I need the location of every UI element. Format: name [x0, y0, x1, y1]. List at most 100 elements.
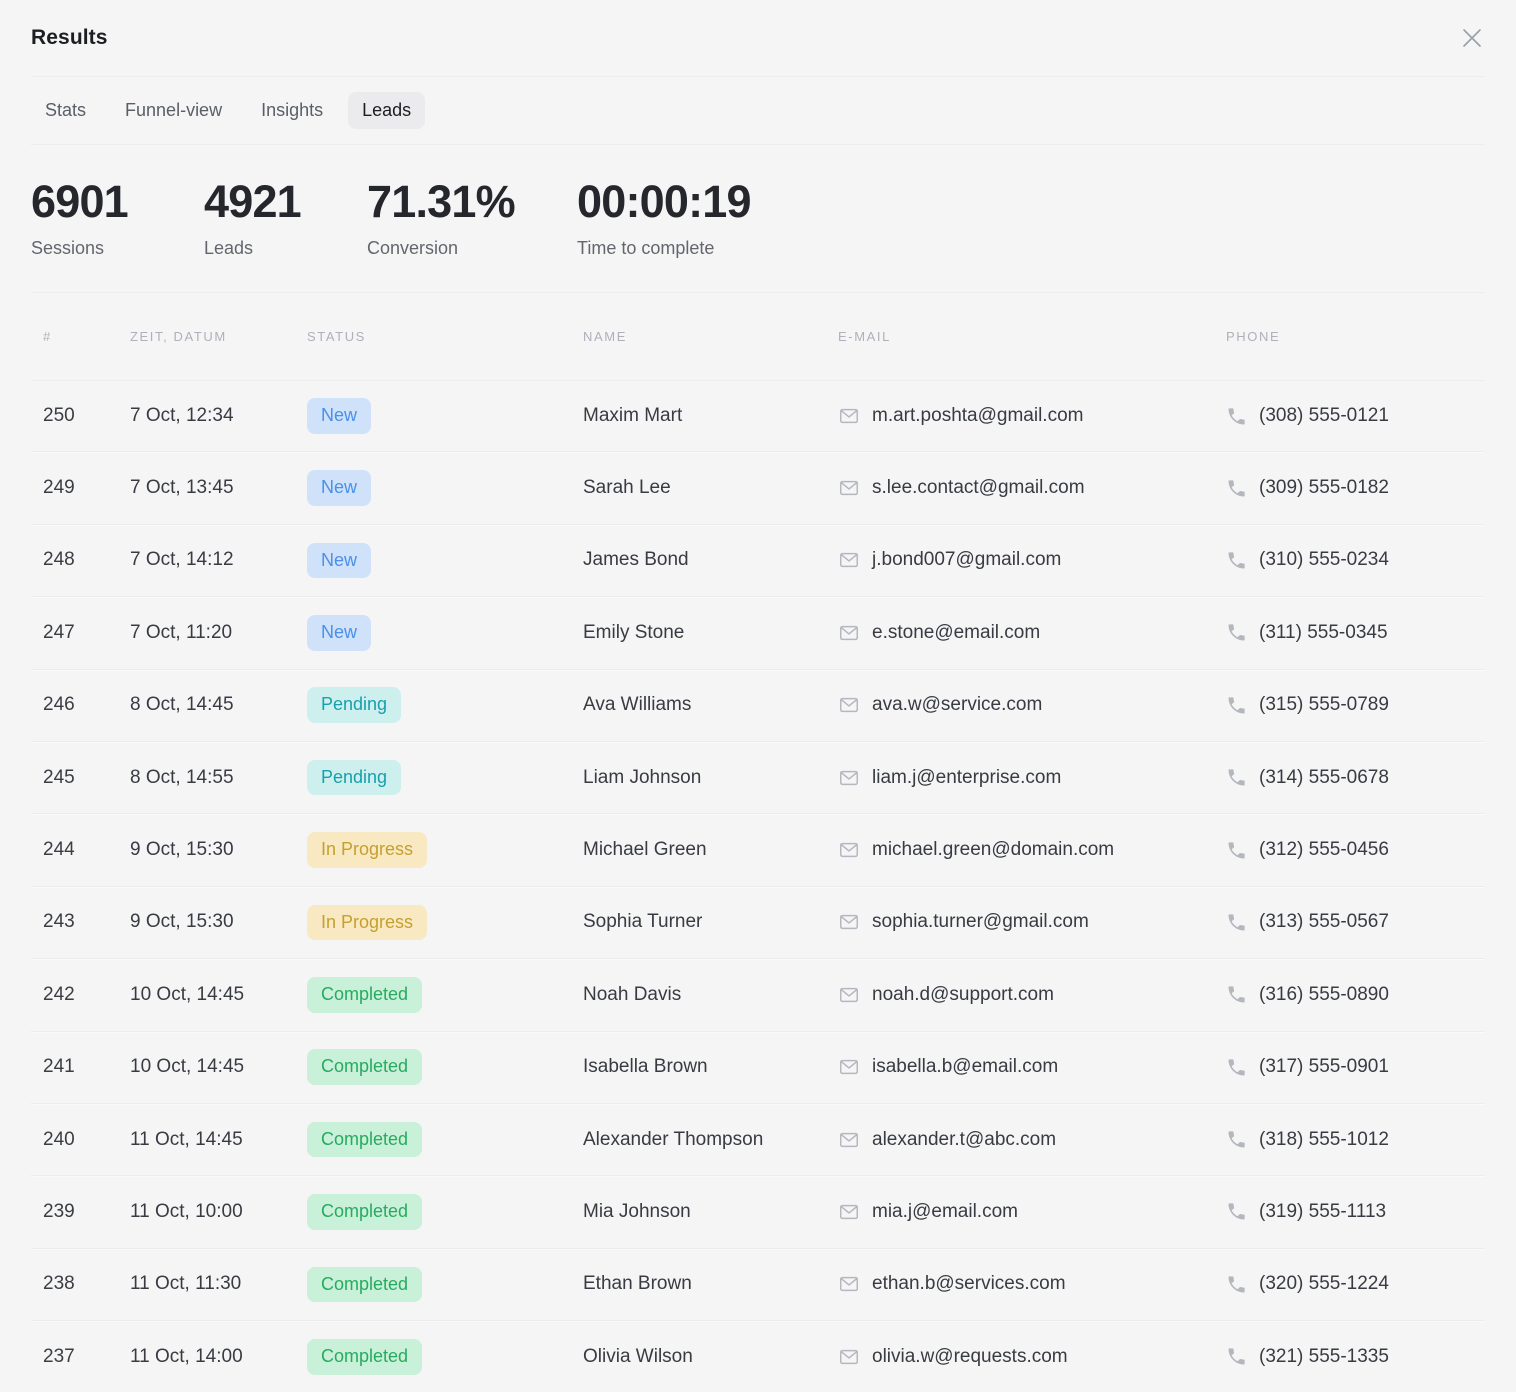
tab-insights[interactable]: Insights [261, 100, 324, 120]
stat-label: Time to complete [577, 238, 715, 259]
envelope-icon [838, 549, 860, 571]
stat-label: Sessions [31, 238, 105, 259]
envelope-icon [838, 911, 860, 933]
table-row[interactable]: 243 9 Oct, 15:30 In Progress Sophia Turn… [31, 887, 1485, 960]
row-email: sophia.turner@gmail.com [872, 911, 1089, 933]
leads-table: 250 7 Oct, 12:34 New Maxim Mart m.art.po… [31, 380, 1485, 1392]
row-email: s.lee.contact@gmail.com [872, 477, 1085, 499]
table-header: # ZEIT, DATUM STATUS NAME E-MAIL PHONE [31, 293, 1485, 380]
envelope-icon [838, 694, 860, 716]
stat-value: 6901 [31, 176, 129, 227]
row-datetime: 8 Oct, 14:55 [130, 766, 234, 788]
row-phone: (315) 555-0789 [1259, 694, 1389, 716]
column-header-email: E-MAIL [838, 329, 891, 344]
row-phone: (308) 555-0121 [1259, 405, 1389, 427]
phone-icon [1226, 767, 1247, 788]
row-email: j.bond007@gmail.com [872, 549, 1062, 571]
row-phone: (310) 555-0234 [1259, 549, 1389, 571]
row-datetime: 10 Oct, 14:45 [130, 1056, 245, 1078]
row-number: 249 [43, 477, 75, 499]
stat-value: 4921 [204, 176, 302, 227]
row-number: 247 [43, 621, 75, 643]
status-badge: Completed [307, 1338, 423, 1375]
envelope-icon [838, 622, 860, 644]
status-badge: New [307, 615, 372, 651]
table-row[interactable]: 237 11 Oct, 14:00 Completed Olivia Wilso… [31, 1321, 1485, 1392]
table-row[interactable]: 240 11 Oct, 14:45 Completed Alexander Th… [31, 1104, 1485, 1177]
row-datetime: 11 Oct, 14:45 [130, 1128, 243, 1150]
table-row[interactable]: 239 11 Oct, 10:00 Completed Mia Johnson … [31, 1176, 1485, 1249]
status-badge: In Progress [307, 904, 428, 941]
envelope-icon [838, 1129, 860, 1151]
stat-conversion: 71.31% Conversion [367, 178, 577, 259]
envelope-icon [838, 1056, 860, 1078]
phone-icon [1226, 1201, 1247, 1222]
row-email: liam.j@enterprise.com [872, 766, 1062, 788]
phone-icon [1226, 912, 1247, 933]
row-number: 240 [43, 1128, 75, 1150]
table-row[interactable]: 245 8 Oct, 14:55 Pending Liam Johnson li… [31, 742, 1485, 815]
row-phone: (320) 555-1224 [1259, 1273, 1389, 1295]
row-phone: (309) 555-0182 [1259, 477, 1389, 499]
row-name: Noah Davis [583, 983, 682, 1005]
row-number: 241 [43, 1056, 75, 1078]
table-row[interactable]: 244 9 Oct, 15:30 In Progress Michael Gre… [31, 814, 1485, 887]
envelope-icon [838, 1346, 860, 1368]
column-header-phone: PHONE [1226, 329, 1281, 344]
row-email: olivia.w@requests.com [872, 1345, 1068, 1367]
phone-icon [1226, 1057, 1247, 1078]
row-name: Olivia Wilson [583, 1345, 693, 1367]
row-datetime: 11 Oct, 14:00 [130, 1345, 243, 1367]
row-phone: (321) 555-1335 [1259, 1345, 1389, 1367]
row-datetime: 7 Oct, 14:12 [130, 549, 234, 571]
phone-icon [1226, 695, 1247, 716]
table-row[interactable]: 248 7 Oct, 14:12 New James Bond j.bond00… [31, 525, 1485, 598]
row-phone: (311) 555-0345 [1259, 621, 1388, 643]
row-email: e.stone@email.com [872, 621, 1041, 643]
table-row[interactable]: 241 10 Oct, 14:45 Completed Isabella Bro… [31, 1032, 1485, 1104]
table-row[interactable]: 246 8 Oct, 14:45 Pending Ava Williams av… [31, 670, 1485, 742]
phone-icon [1226, 840, 1247, 861]
row-name: Alexander Thompson [583, 1128, 764, 1150]
status-badge: Pending [307, 759, 402, 796]
row-phone: (319) 555-1113 [1259, 1200, 1387, 1222]
close-icon [1459, 25, 1485, 51]
row-datetime: 9 Oct, 15:30 [130, 839, 234, 861]
row-name: Sophia Turner [583, 911, 703, 933]
close-button[interactable] [1455, 21, 1489, 55]
envelope-icon [838, 405, 860, 427]
row-number: 244 [43, 839, 75, 861]
table-row[interactable]: 249 7 Oct, 13:45 New Sarah Lee s.lee.con… [31, 452, 1485, 525]
row-name: Ava Williams [583, 694, 692, 716]
row-datetime: 9 Oct, 15:30 [130, 911, 234, 933]
stat-value: 00:00:19 [577, 176, 752, 227]
table-row[interactable]: 242 10 Oct, 14:45 Completed Noah Davis n… [31, 959, 1485, 1032]
phone-icon [1226, 1129, 1247, 1150]
phone-icon [1226, 550, 1247, 571]
envelope-icon [838, 767, 860, 789]
status-badge: Completed [307, 977, 423, 1013]
row-datetime: 8 Oct, 14:45 [130, 694, 234, 716]
row-datetime: 10 Oct, 14:45 [130, 983, 245, 1005]
stat-sessions: 6901 Sessions [31, 178, 204, 259]
row-name: Sarah Lee [583, 477, 671, 499]
row-datetime: 11 Oct, 11:30 [130, 1273, 242, 1295]
tab-stats[interactable]: Stats [45, 100, 87, 120]
row-number: 245 [43, 766, 75, 788]
row-name: Michael Green [583, 839, 707, 861]
table-row[interactable]: 247 7 Oct, 11:20 New Emily Stone e.stone… [31, 597, 1485, 670]
row-email: michael.green@domain.com [872, 839, 1115, 861]
envelope-icon [838, 477, 860, 499]
stat-label: Conversion [367, 238, 459, 259]
page-title: Results [31, 26, 108, 49]
status-badge: In Progress [307, 832, 428, 868]
column-header-number: # [43, 329, 52, 344]
tab-leads[interactable]: Leads [348, 92, 426, 129]
table-row[interactable]: 238 11 Oct, 11:30 Completed Ethan Brown … [31, 1249, 1485, 1322]
status-badge: Completed [307, 1121, 423, 1158]
table-row[interactable]: 250 7 Oct, 12:34 New Maxim Mart m.art.po… [31, 380, 1485, 453]
tab-funnel-view[interactable]: Funnel-view [125, 100, 223, 120]
row-number: 238 [43, 1273, 75, 1295]
phone-icon [1226, 622, 1247, 643]
